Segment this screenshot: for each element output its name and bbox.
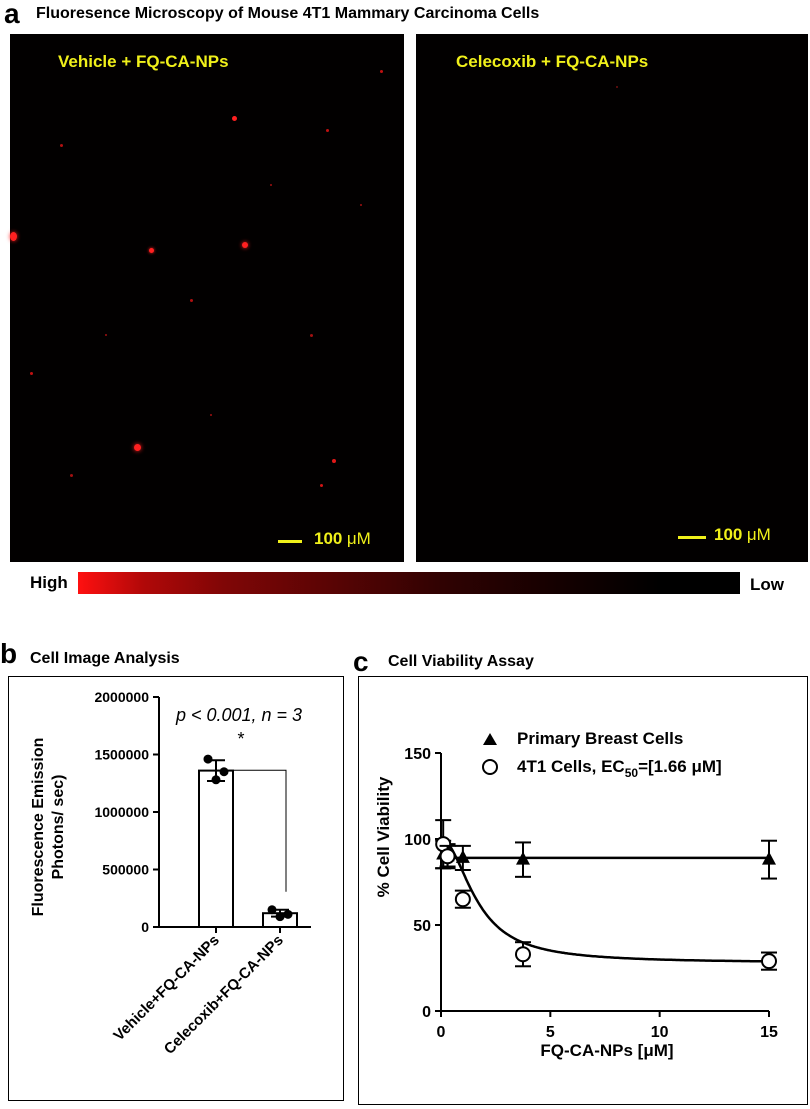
viability-x-label: FQ-CA-NPs [μM] xyxy=(540,1041,673,1060)
bar-chart-y-label-line2: Photons/ sec) xyxy=(50,775,67,880)
bar-data-point xyxy=(267,905,277,915)
significance-star: * xyxy=(237,729,244,749)
bar-chart-y-tick-label: 0 xyxy=(141,919,149,935)
bar-chart-y-tick-label: 1500000 xyxy=(94,747,149,763)
intensity-colorbar xyxy=(78,572,740,594)
viability-x-tick-label: 0 xyxy=(437,1024,446,1041)
micrograph-vehicle-label: Vehicle + FQ-CA-NPs xyxy=(58,52,229,71)
bar-chart-y-tick-label: 1000000 xyxy=(94,804,149,820)
panel-a-letter: a xyxy=(4,0,20,29)
bar-data-point xyxy=(275,912,285,922)
bar-chart-y-label-line1: Fluorescence Emission xyxy=(30,738,47,917)
viability-y-tick-label: 50 xyxy=(413,918,431,935)
panel-a-title: Fluoresence Microscopy of Mouse 4T1 Mamm… xyxy=(36,5,540,22)
legend-primary-label: Primary Breast Cells xyxy=(517,729,683,748)
data-point-circle xyxy=(761,953,777,970)
micrograph-celecoxib: Celecoxib + FQ-CA-NPs 100 μM xyxy=(416,34,808,562)
bar-data-point xyxy=(219,767,229,777)
bar-data-point xyxy=(283,909,293,919)
data-point-triangle xyxy=(455,849,470,863)
viability-y-tick-label: 0 xyxy=(422,1004,431,1021)
viability-y-tick-label: 100 xyxy=(404,832,431,849)
fit-curve xyxy=(440,837,769,963)
micrograph-vehicle: Vehicle + FQ-CA-NPs 100 μM xyxy=(10,34,404,562)
viability-chart: % Cell Viability FQ-CA-NPs [μM] Primary … xyxy=(374,729,778,1060)
scale-bar-celecoxib xyxy=(678,536,706,539)
viability-y-tick-label: 150 xyxy=(404,746,431,763)
colorbar-high-label: High xyxy=(30,573,68,592)
bar-data-point xyxy=(203,754,213,764)
bar-chart-category-label: Celecoxib+FQ-CA-NPs xyxy=(161,932,287,1058)
legend-circle-marker xyxy=(482,759,498,775)
viability-x-tick-label: 5 xyxy=(546,1024,555,1041)
scale-label-celecoxib: 100 μM xyxy=(714,525,771,544)
viability-x-tick-label: 15 xyxy=(760,1024,778,1041)
panel-c-frame: % Cell Viability FQ-CA-NPs [μM] Primary … xyxy=(358,676,808,1105)
bar-data-point xyxy=(211,775,221,785)
colorbar-low-label: Low xyxy=(750,575,784,594)
data-point-circle xyxy=(454,891,471,908)
panel-b-frame: Fluorescence Emission Photons/ sec) p < … xyxy=(8,676,344,1101)
bar-chart-y-tick-label: 500000 xyxy=(102,862,149,878)
scale-label-vehicle: 100 μM xyxy=(314,529,371,548)
data-point-triangle xyxy=(516,851,530,865)
panel-c-title: Cell Viability Assay xyxy=(388,653,534,670)
legend-4t1-label: 4T1 Cells, EC50=[1.66 μM] xyxy=(517,757,722,780)
panel-b-letter: b xyxy=(0,638,18,669)
bar-chart: Fluorescence Emission Photons/ sec) p < … xyxy=(30,689,311,1058)
viability-x-tick-label: 10 xyxy=(651,1024,669,1041)
data-point-circle xyxy=(439,848,456,865)
data-point-circle xyxy=(515,946,531,963)
scale-bar-vehicle xyxy=(278,540,302,543)
data-point-triangle xyxy=(762,851,776,865)
bar-chart-y-label: Fluorescence Emission Photons/ sec) xyxy=(30,738,67,917)
bar xyxy=(198,769,234,928)
bar-chart-y-tick-label: 2000000 xyxy=(94,689,149,705)
panel-c-letter: c xyxy=(353,646,369,677)
micrograph-celecoxib-label: Celecoxib + FQ-CA-NPs xyxy=(456,52,649,71)
bar-chart-category-label: Vehicle+FQ-CA-NPs xyxy=(110,932,223,1045)
panel-b-title: Cell Image Analysis xyxy=(30,650,180,667)
significance-bracket xyxy=(216,769,287,892)
legend-triangle-marker xyxy=(483,733,497,745)
stat-annotation: p < 0.001, n = 3 xyxy=(175,705,302,725)
viability-legend: Primary Breast Cells 4T1 Cells, EC50=[1.… xyxy=(482,729,722,780)
viability-y-label: % Cell Viability xyxy=(374,776,393,897)
